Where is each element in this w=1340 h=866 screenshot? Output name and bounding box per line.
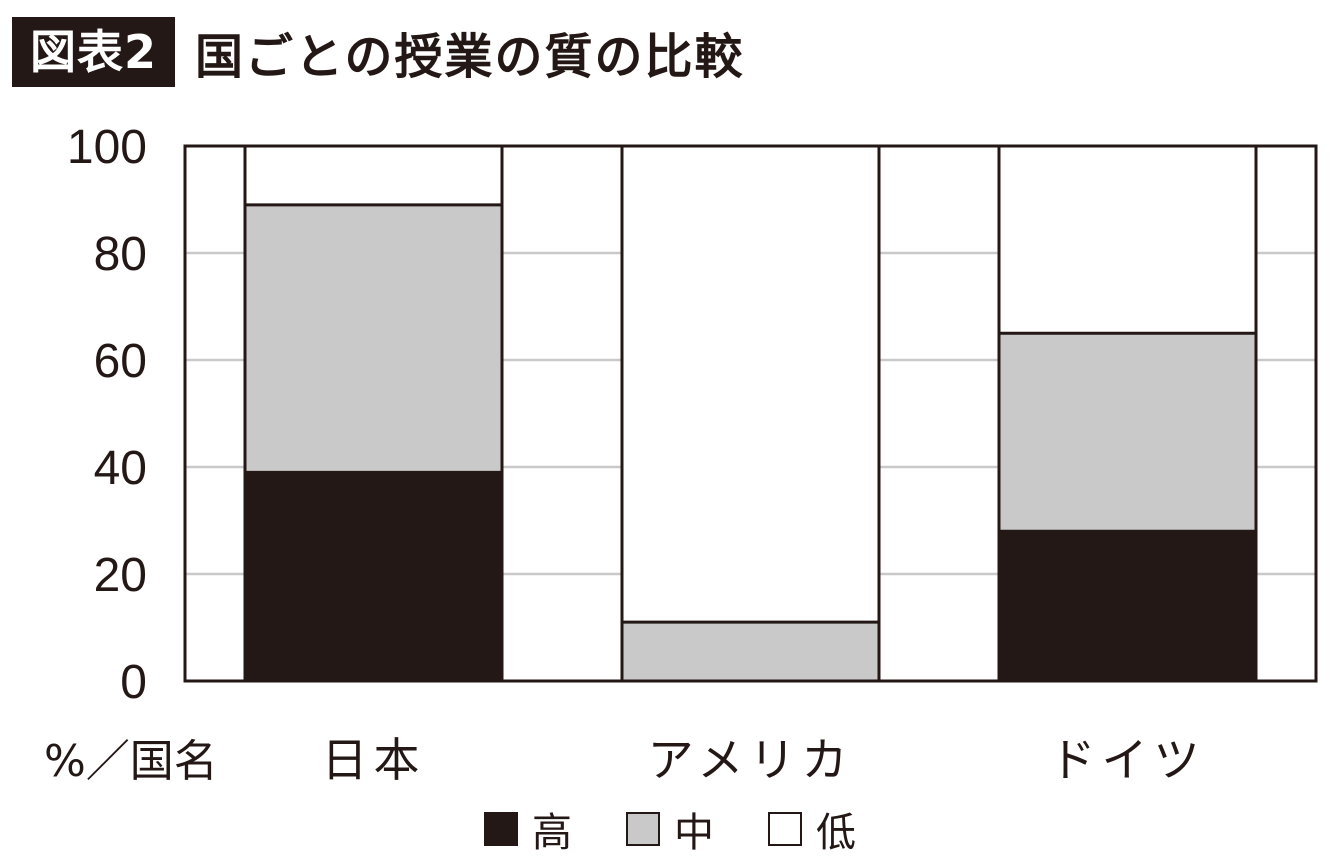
figure-title: 国ごとの授業の質の比較 <box>195 29 745 85</box>
bar-segment-low <box>622 146 879 623</box>
legend-label-high: 高 <box>532 810 572 856</box>
y-tick-label: 100 <box>67 121 147 174</box>
category-label: ドイツ <box>1050 733 1206 787</box>
plot-frame <box>183 144 1318 683</box>
legend-item-high: 高 <box>484 800 572 858</box>
legend-label-low: 低 <box>816 810 856 856</box>
figure-tag: 図表2 <box>12 17 176 87</box>
axis-corner-label: %／国名 <box>44 736 218 787</box>
bar-segment-high <box>999 531 1256 681</box>
legend-swatch-low <box>768 812 802 846</box>
legend-swatch-mid <box>626 812 660 846</box>
figure-header: 図表2 国ごとの授業の質の比較 <box>12 14 745 90</box>
bar-segment-mid <box>245 204 502 473</box>
y-tick-label: 60 <box>94 335 147 388</box>
y-tick-label: 0 <box>120 656 147 709</box>
y-tick-label: 20 <box>94 549 147 602</box>
legend-label-mid: 中 <box>674 810 714 856</box>
y-tick-label: 80 <box>94 228 147 281</box>
y-tick-label: 40 <box>94 442 147 495</box>
bar-segment-low <box>245 146 502 205</box>
category-label: アメリカ <box>648 733 854 787</box>
bar-segment-high <box>245 472 502 681</box>
bar-segment-mid <box>999 333 1256 532</box>
legend-item-low: 低 <box>768 800 856 858</box>
bar-segment-low <box>999 146 1256 334</box>
legend-item-mid: 中 <box>626 800 714 858</box>
bar-segment-mid <box>622 622 879 681</box>
legend-swatch-high <box>484 812 518 846</box>
category-label: 日本 <box>322 733 426 787</box>
legend: 高 中 低 <box>0 800 1340 858</box>
